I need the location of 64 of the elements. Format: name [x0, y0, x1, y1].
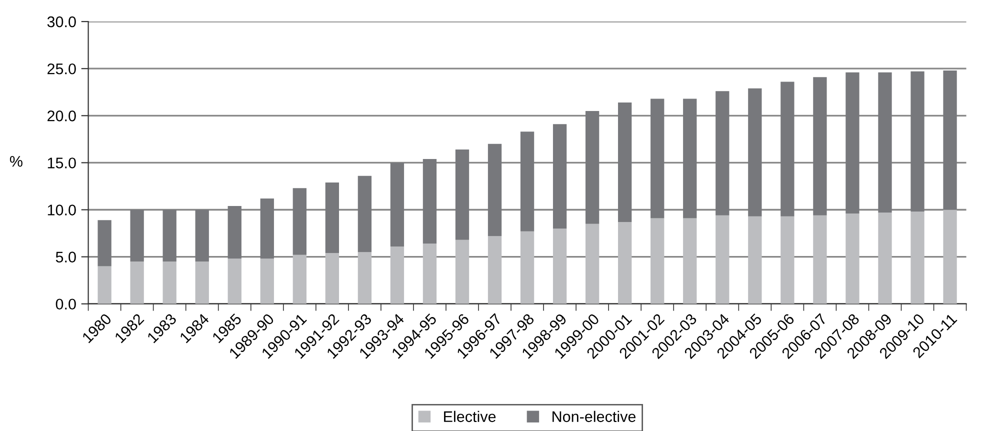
bar [260, 198, 274, 259]
bar [910, 212, 924, 304]
legend-label: Non-elective [552, 410, 636, 422]
bar [878, 72, 892, 213]
bar [650, 98, 664, 218]
bar [390, 246, 404, 304]
bar [910, 71, 924, 212]
bar [195, 210, 209, 262]
bar [422, 244, 437, 304]
bar [195, 262, 209, 304]
bar [552, 228, 567, 304]
y-axis-title: % [10, 156, 22, 167]
bar [292, 254, 306, 304]
bar [748, 216, 762, 304]
bar [585, 224, 600, 304]
bar [520, 132, 534, 232]
bar [358, 252, 372, 304]
bar [488, 236, 502, 304]
y-tick-label: 0.0 [56, 298, 76, 310]
bar [455, 150, 470, 240]
bar [618, 222, 632, 304]
bar [878, 212, 892, 304]
bar [716, 215, 730, 304]
bar [650, 218, 664, 304]
y-tick-label: 10.0 [48, 204, 76, 216]
bar [618, 102, 632, 222]
bar [813, 77, 827, 216]
bar [390, 162, 404, 246]
bar [292, 188, 306, 255]
bar [162, 210, 176, 262]
bar [488, 144, 502, 236]
y-tick-label: 20.0 [48, 110, 76, 122]
bar [228, 206, 242, 259]
bar [683, 218, 697, 304]
bar [943, 70, 957, 210]
legend-label: Elective [444, 410, 496, 422]
bar [130, 210, 144, 262]
bar [260, 258, 274, 304]
bar [422, 158, 437, 244]
bar [716, 91, 730, 216]
bar [162, 262, 176, 304]
bar [683, 98, 697, 218]
bar [585, 110, 600, 224]
bar [130, 262, 144, 304]
bar [780, 82, 794, 216]
y-tick-label: 5.0 [56, 252, 76, 262]
y-tick-label: 30.0 [47, 16, 76, 28]
bar [325, 253, 340, 304]
bar [98, 220, 112, 266]
bar [846, 72, 860, 214]
bar [520, 231, 534, 304]
bar [228, 258, 242, 304]
bar [358, 176, 372, 252]
bar [455, 240, 470, 304]
y-tick-label: 15.0 [48, 158, 76, 168]
bar [780, 216, 794, 304]
bar [98, 266, 112, 304]
y-tick-label: 25.0 [48, 63, 76, 74]
bar [943, 210, 957, 304]
bar [846, 214, 860, 304]
bar [813, 215, 827, 304]
bar [325, 182, 340, 254]
bar [552, 124, 567, 229]
bar [748, 88, 762, 216]
